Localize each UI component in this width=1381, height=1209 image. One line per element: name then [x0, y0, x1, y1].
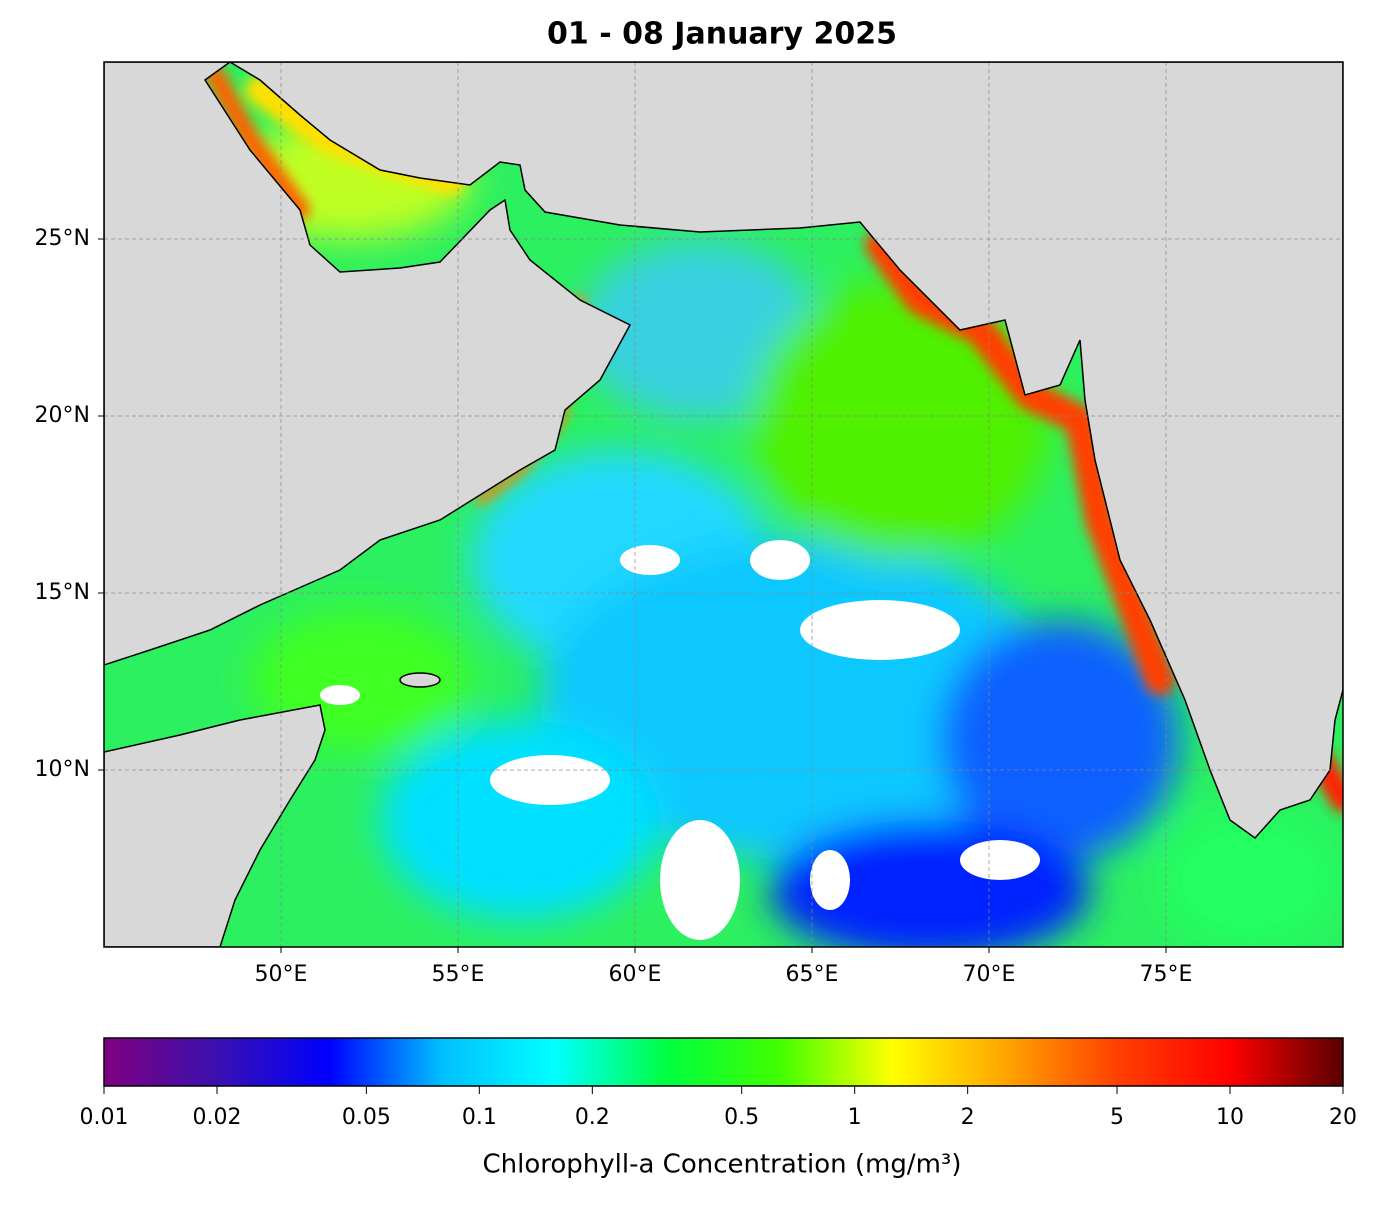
map: [104, 62, 1343, 947]
colorbar-tick-label: 0.05: [342, 1105, 391, 1130]
x-tick-label: 50°E: [255, 962, 308, 987]
colorbar-tick-label: 5: [1110, 1105, 1124, 1130]
y-tick-label: 25°N: [35, 226, 90, 251]
colorbar-tick-label: 0.1: [462, 1105, 497, 1130]
land-iran-india: [228, 62, 1343, 840]
cloud-gaps: [320, 540, 1040, 940]
colorbar-tick-label: 0.02: [192, 1105, 241, 1130]
colorbar-tick-label: 0.5: [724, 1105, 759, 1130]
colorbar-tick-label: 1: [848, 1105, 862, 1130]
title: 01 - 08 January 2025: [547, 17, 897, 52]
colorbar-tick-label: 2: [961, 1105, 975, 1130]
x-tick-label: 55°E: [432, 962, 485, 987]
plot-frame: [103, 61, 1344, 948]
land-africa: [104, 704, 326, 947]
x-tick-label: 75°E: [1140, 962, 1193, 987]
colorbar-tick-label: 10: [1216, 1105, 1244, 1130]
colorbar-tick-label: 0.2: [575, 1105, 610, 1130]
colorbar-tick-label: 0.01: [80, 1105, 129, 1130]
x-tick-label: 60°E: [609, 962, 662, 987]
land-socotra: [399, 672, 441, 688]
land-arabia: [104, 62, 632, 666]
graticule: [104, 62, 1343, 947]
chlorophyll-field: [230, 120, 1340, 947]
x-tick-label: 65°E: [786, 962, 839, 987]
y-tick-label: 15°N: [35, 580, 90, 605]
y-tick-label: 10°N: [35, 757, 90, 782]
colorbar: [103, 1037, 1344, 1087]
x-tick-label: 70°E: [963, 962, 1016, 987]
y-tick-label: 20°N: [35, 403, 90, 428]
colorbar-tick-label: 20: [1329, 1105, 1357, 1130]
colorbar-label: Chlorophyll-a Concentration (mg/m³): [482, 1150, 961, 1180]
